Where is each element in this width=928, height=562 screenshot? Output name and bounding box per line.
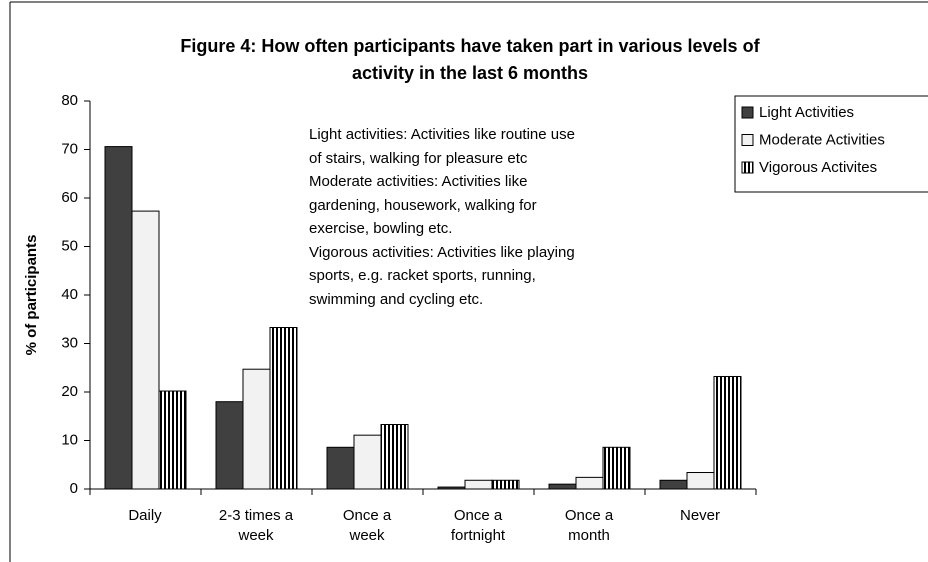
x-tick-label: Once a month [564,507,614,544]
bar [491,479,520,490]
y-tick-label: 70 [61,140,78,157]
y-tick-label: 60 [61,189,78,206]
legend-swatch [741,161,754,174]
x-tick-label: Once a fortnight [450,507,506,544]
annotation: Light activities: Activities like routin… [309,126,575,308]
legend-box [734,95,928,193]
bar [602,446,631,490]
y-tick-label: 20 [61,383,78,400]
bar [353,434,382,490]
bar [269,326,298,490]
x-tick-label: Once a week [342,507,392,544]
bar [713,375,742,490]
bar [131,210,160,490]
bar [659,479,688,490]
y-tick-label: 50 [61,237,78,254]
bar [548,483,577,490]
y-tick-label: 40 [61,286,78,303]
legend-label: Light Activities [759,104,854,121]
bar [380,423,409,490]
y-tick-label: 0 [70,480,78,497]
y-tick-label: 10 [61,431,78,448]
y-tick-label: 80 [61,92,78,109]
bar [104,146,133,490]
legend-swatch [741,134,754,146]
legend-swatch [741,106,754,119]
bar [215,401,244,490]
bar [326,446,355,490]
bar [575,476,604,490]
y-tick-label: 30 [61,334,78,351]
chart-title: Figure 4: How often participants have ta… [180,36,760,83]
x-tick-label: 2-3 times a week [218,507,294,544]
legend-label: Moderate Activities [759,131,885,148]
bar [464,479,493,490]
bar [686,472,715,490]
bar [242,368,271,490]
legend-label: Vigorous Activites [759,159,877,176]
y-axis-label: % of participants [23,235,40,356]
x-tick-label: Daily [128,507,162,524]
bar [158,390,187,490]
x-tick-label: Never [679,507,720,524]
